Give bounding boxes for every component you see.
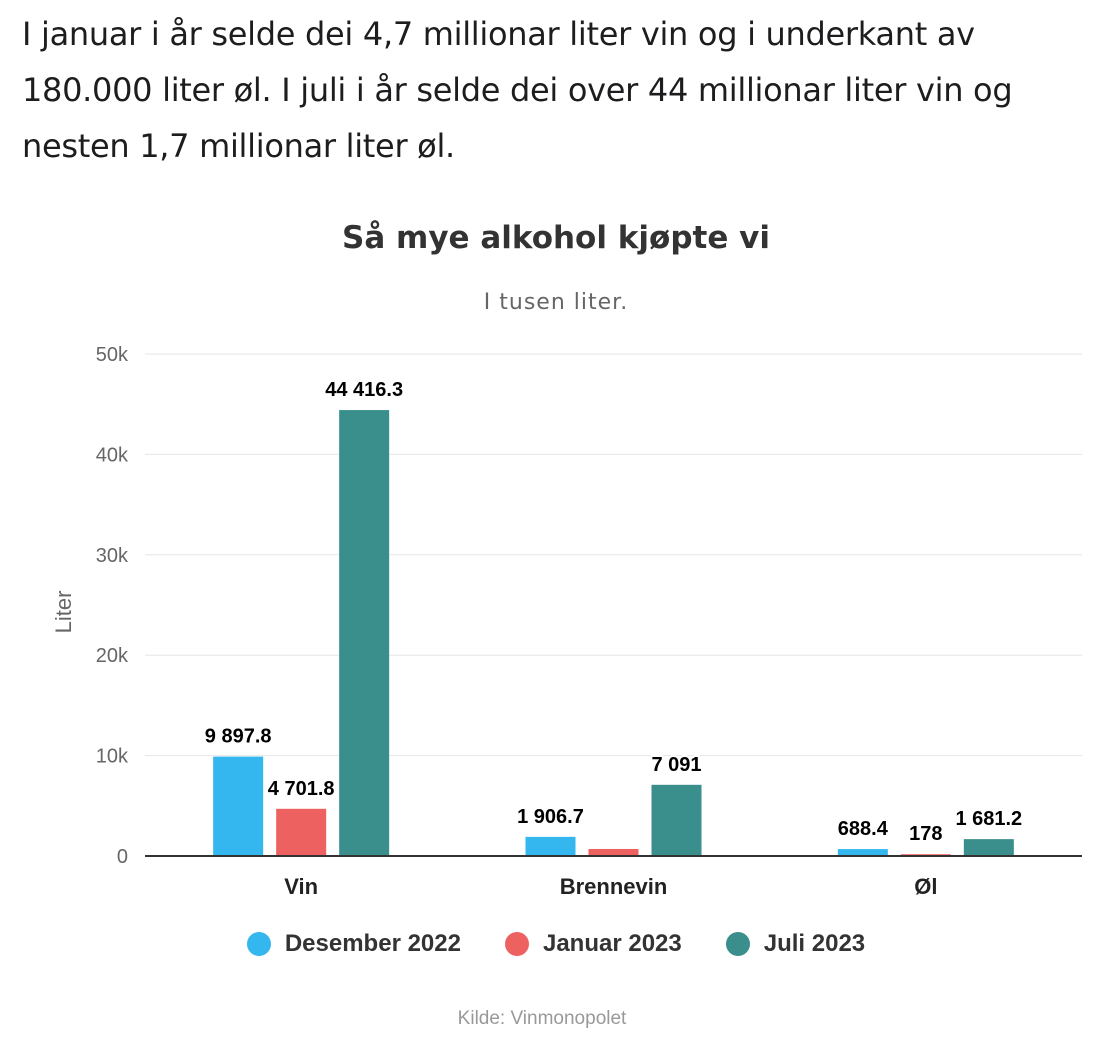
y-tick-label: 30k	[96, 545, 129, 567]
bar	[837, 849, 888, 856]
x-tick-label: Øl	[914, 874, 937, 899]
y-tick-label: 20k	[96, 645, 129, 667]
intro-paragraph: I januar i år selde dei 4,7 millionar li…	[22, 15, 1013, 165]
legend-item-januar-2023[interactable]: Januar 2023	[504, 930, 682, 958]
y-tick-label: 10k	[96, 746, 129, 768]
bar	[588, 848, 639, 856]
y-tick-label: 50k	[96, 344, 129, 366]
y-tick-label: 40k	[96, 444, 129, 466]
chart-subtitle: I tusen liter.	[483, 290, 629, 315]
data-label: 1 681.2	[955, 808, 1022, 830]
bar	[525, 836, 576, 856]
y-axis-title: Liter	[51, 591, 76, 634]
bar	[339, 410, 390, 856]
legend-dot-icon	[504, 932, 529, 956]
data-label: 9 897.8	[205, 726, 272, 748]
x-tick-label: Brennevin	[560, 874, 668, 899]
legend-dot-icon	[725, 932, 750, 956]
data-label: 1 906.7	[517, 806, 584, 828]
legend-label: Desember 2022	[284, 930, 461, 957]
data-label: 688.4	[838, 818, 889, 840]
data-label: 44 416.3	[325, 379, 403, 401]
chart-container: 0 10k 20k 30k 40k 50k Liter 9 897.8 4 701.8 44 41…	[0, 190, 1112, 1045]
bar-chart: 0 10k 20k 30k 40k 50k Liter 9 897.8 4 701.8 44 41…	[51, 344, 1082, 899]
data-label: 178	[909, 823, 942, 845]
chart-credit[interactable]: Kilde: Vinmonopolet	[457, 1008, 627, 1029]
bar	[213, 756, 264, 856]
legend-dot-icon	[246, 932, 271, 956]
bar	[651, 784, 702, 856]
legend-label: Januar 2023	[542, 930, 682, 957]
chart-title: Så mye alkohol kjøpte vi	[342, 220, 770, 256]
y-tick-label: 0	[117, 846, 128, 868]
data-label: 7 091	[651, 754, 701, 776]
chart-legend: Desember 2022 Januar 2023 Juli 2023	[0, 930, 1112, 958]
x-tick-label: Vin	[284, 874, 318, 899]
legend-label: Juli 2023	[763, 930, 866, 957]
bar	[276, 808, 327, 856]
bar	[963, 839, 1014, 856]
data-label: 4 701.8	[268, 778, 335, 800]
legend-item-desember-2022[interactable]: Desember 2022	[246, 930, 461, 958]
legend-item-juli-2023[interactable]: Juli 2023	[725, 930, 866, 958]
